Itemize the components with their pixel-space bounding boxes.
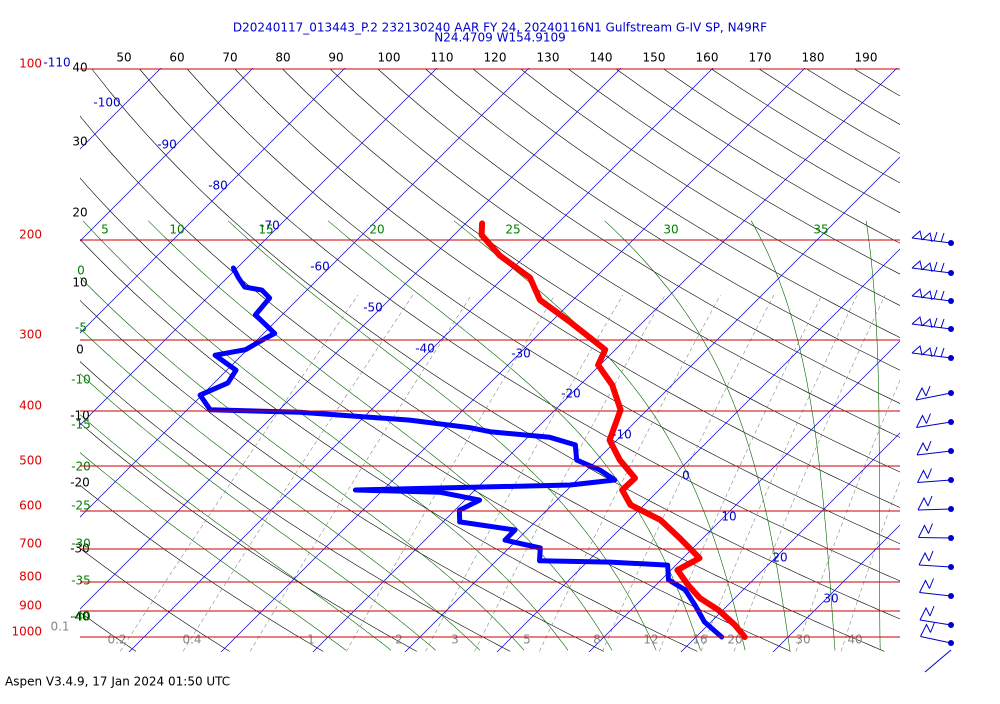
mixing-ratio-label: 1 <box>307 633 315 647</box>
isotherm-label: -60 <box>310 260 330 274</box>
left-tick-label: 10 <box>72 276 87 290</box>
adiabat-label: -40 <box>71 610 91 624</box>
top-tick-label: 180 <box>802 51 825 65</box>
adiabat-label: 35 <box>813 223 828 237</box>
pressure-label: 800 <box>19 569 42 583</box>
mixing-ratio-label: 8 <box>593 633 601 647</box>
left-tick-label: 30 <box>72 135 87 149</box>
isotherm-label: -40 <box>415 342 435 356</box>
isotherm-label: 10 <box>721 510 736 524</box>
isotherm-label: -50 <box>363 301 383 315</box>
mixing-ratio-label: 3 <box>451 633 459 647</box>
top-tick-label: 130 <box>537 51 560 65</box>
top-tick-label: 160 <box>696 51 719 65</box>
pressure-label: 600 <box>19 499 42 513</box>
top-tick-label: 50 <box>116 51 131 65</box>
top-tick-label: 190 <box>855 51 878 65</box>
top-tick-label: 120 <box>484 51 507 65</box>
adiabat-label: 10 <box>169 223 184 237</box>
mixing-ratio-label: 20 <box>727 633 742 647</box>
top-tick-label: 170 <box>749 51 772 65</box>
isotherm-label: -80 <box>208 179 228 193</box>
top-tick-label: 70 <box>222 51 237 65</box>
pressure-label: 300 <box>19 328 42 342</box>
pressure-label: 500 <box>19 454 42 468</box>
pressure-label: 700 <box>19 537 42 551</box>
adiabat-label: -15 <box>71 418 91 432</box>
isotherm-label: -90 <box>157 138 177 152</box>
adiabat-label: -30 <box>71 537 91 551</box>
mixing-ratio-label: 5 <box>523 633 531 647</box>
isotherm-label: 30 <box>823 592 838 606</box>
chart-subtitle: N24.4709 W154.9109 <box>434 31 566 45</box>
isotherm-label: -30 <box>511 347 531 361</box>
mixing-ratio-label: 40 <box>847 633 862 647</box>
mixing-ratio-label: 16 <box>692 633 707 647</box>
adiabat-label: 25 <box>505 223 520 237</box>
pressure-label: 1000 <box>11 625 42 639</box>
barb-staff <box>919 538 952 539</box>
isotherm-label: -20 <box>561 387 581 401</box>
top-tick-label: 150 <box>643 51 666 65</box>
footer: Aspen V3.4.9, 17 Jan 2024 01:50 UTC <box>5 675 230 689</box>
isotherm-label: -100 <box>93 96 120 110</box>
left-tick-label: 20 <box>72 206 87 220</box>
top-tick-label: 100 <box>378 51 401 65</box>
top-tick-label: 80 <box>275 51 290 65</box>
adiabat-label: 5 <box>101 223 109 237</box>
isotherm-label: -10 <box>612 428 632 442</box>
isotherm-label: 0 <box>682 469 690 483</box>
top-tick-label: 60 <box>169 51 184 65</box>
pressure-label: 200 <box>19 227 42 241</box>
pressure-label: 900 <box>19 599 42 613</box>
adiabat-label: -35 <box>71 574 91 588</box>
isotherm-label: 20 <box>772 551 787 565</box>
pressure-label: 400 <box>19 398 42 412</box>
adiabat-label: 0 <box>77 264 85 278</box>
top-tick-label: 90 <box>328 51 343 65</box>
mixing-ratio-label: 2 <box>395 633 403 647</box>
top-tick-label: 110 <box>431 51 454 65</box>
isotherm-label: -110 <box>43 56 70 70</box>
mixing-ratio-label: 0.2 <box>107 633 126 647</box>
top-tick-label: 140 <box>590 51 613 65</box>
mixing-ratio-label: 12 <box>643 633 658 647</box>
pressure-label: 100 <box>19 57 42 71</box>
left-tick-label: 0 <box>76 343 84 357</box>
adiabat-label: -5 <box>75 321 87 335</box>
adiabat-label: -25 <box>71 499 91 513</box>
left-tick-label: 40 <box>72 61 87 75</box>
mixing-ratio-label: 0.4 <box>182 633 201 647</box>
adiabat-label: -10 <box>71 373 91 387</box>
left-tick-label: -20 <box>70 476 90 490</box>
mixing-ratio-label: 0.1 <box>50 620 69 634</box>
adiabat-label: 15 <box>258 223 273 237</box>
mixing-ratio-label: 30 <box>795 633 810 647</box>
adiabat-label: 30 <box>663 223 678 237</box>
adiabat-label: 20 <box>369 223 384 237</box>
